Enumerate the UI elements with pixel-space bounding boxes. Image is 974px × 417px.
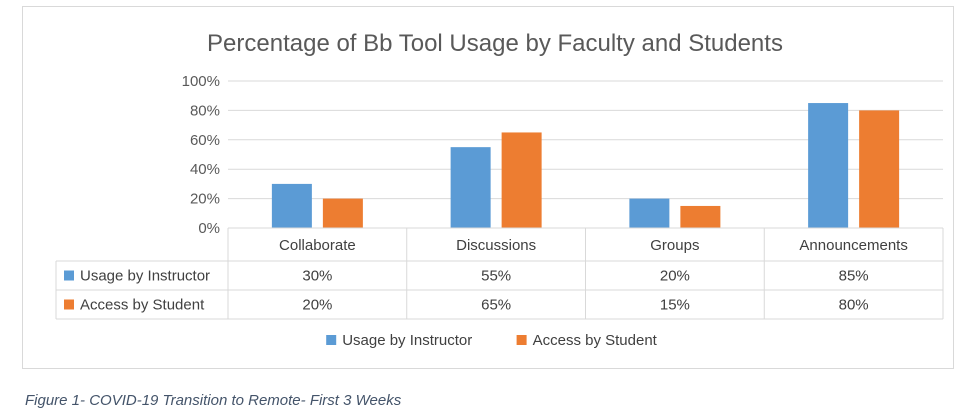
bar-instructor-announcements [808,103,849,228]
data-value-label: 85% [839,268,869,285]
bars [271,103,900,228]
category-label: Announcements [799,237,907,254]
table-series-name: Usage by Instructor [80,268,210,285]
figure-caption: Figure 1- COVID-19 Transition to Remote-… [25,392,402,409]
category-label: Collaborate [279,237,356,254]
table-series-name: Access by Student [80,297,205,314]
bar-student-discussions [501,132,542,228]
legend-label: Access by Student [533,332,658,349]
y-tick-label: 60% [190,132,220,149]
chart-svg: Percentage of Bb Tool Usage by Faculty a… [55,30,944,349]
data-value-label: 15% [660,297,690,314]
legend-key [516,335,527,345]
y-tick-label: 80% [190,102,220,119]
bar-instructor-groups [629,198,670,228]
data-value-label: 20% [660,268,690,285]
table-legend-key [64,270,74,281]
data-value-label: 80% [839,297,869,314]
legend: Usage by Instructor Access by Student [326,332,658,349]
y-tick-label: 20% [190,191,220,208]
y-tick-label: 0% [198,220,220,237]
chart-title: Percentage of Bb Tool Usage by Faculty a… [207,30,783,57]
legend-label: Usage by Instructor [342,332,472,349]
data-table: Collaborate Discussions Groups Announcement… [55,227,944,320]
legend-key [326,335,337,345]
table-legend-key [64,299,74,310]
data-value-label: 55% [481,268,511,285]
data-value-label: 65% [481,297,511,314]
bar-instructor-discussions [450,147,491,228]
data-value-label: 30% [302,268,332,285]
bar-student-groups [680,205,721,228]
category-label: Groups [650,237,699,254]
category-label: Discussions [456,237,536,254]
bar-student-collaborate [322,198,363,228]
y-tick-label: 100% [182,73,220,90]
bar-instructor-collaborate [271,183,312,228]
y-axis-ticks: 0% 20% 40% 60% 80% 100% [182,73,220,237]
chart-frame: Percentage of Bb Tool Usage by Faculty a… [22,6,954,369]
data-value-label: 20% [302,297,332,314]
y-tick-label: 40% [190,161,220,178]
bar-student-announcements [859,110,900,228]
